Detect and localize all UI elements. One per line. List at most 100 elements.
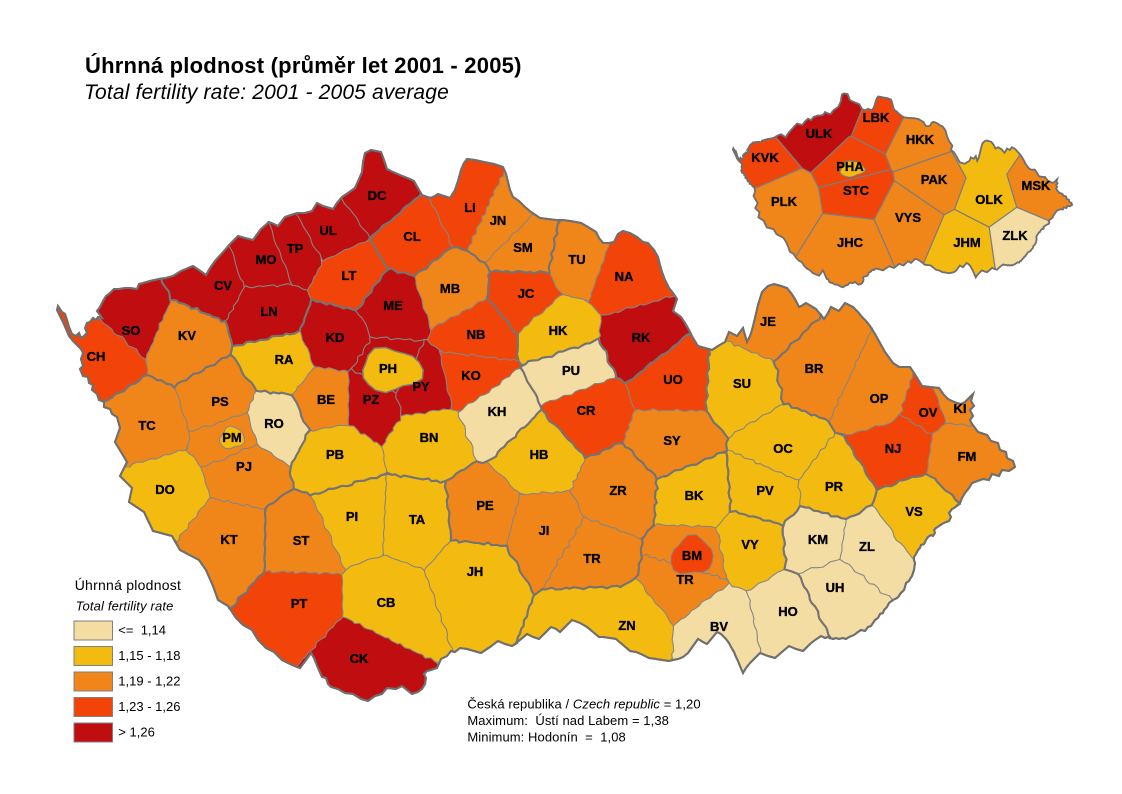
svg-text:Maximum: Ústí nad Labem = 1,3: Maximum: Ústí nad Labem = 1,38: [467, 713, 669, 728]
svg-text:STC: STC: [843, 183, 870, 198]
svg-text:JI: JI: [539, 523, 550, 538]
svg-text:BE: BE: [317, 392, 335, 407]
svg-text:PU: PU: [562, 363, 580, 378]
svg-text:ZN: ZN: [618, 618, 635, 633]
svg-text:1,15 - 1,18: 1,15 - 1,18: [118, 648, 180, 663]
svg-text:1,19 - 1,22: 1,19 - 1,22: [118, 674, 180, 689]
svg-text:1,23 - 1,26: 1,23 - 1,26: [118, 699, 180, 714]
svg-text:TR: TR: [676, 572, 694, 587]
svg-text:Úhrnná plodnost: Úhrnná plodnost: [75, 577, 182, 593]
svg-text:Česká republika / Czech republ: Česká republika / Czech republic = 1,20: [467, 697, 700, 712]
svg-text:VY: VY: [741, 537, 759, 552]
svg-text:PZ: PZ: [363, 392, 380, 407]
svg-text:TR: TR: [583, 551, 601, 566]
svg-text:PAK: PAK: [921, 172, 948, 187]
svg-text:KI: KI: [954, 401, 967, 416]
svg-text:PH: PH: [379, 361, 397, 376]
svg-text:KT: KT: [220, 532, 237, 547]
svg-text:OLK: OLK: [975, 192, 1003, 207]
svg-text:MSK: MSK: [1022, 178, 1052, 193]
svg-text:RK: RK: [632, 330, 651, 345]
svg-text:BN: BN: [420, 430, 439, 445]
svg-text:NJ: NJ: [885, 441, 902, 456]
svg-text:PY: PY: [412, 379, 430, 394]
svg-text:JHM: JHM: [953, 235, 980, 250]
svg-text:LN: LN: [260, 304, 277, 319]
svg-text:NB: NB: [467, 327, 486, 342]
svg-text:CR: CR: [577, 403, 596, 418]
svg-text:KO: KO: [461, 368, 481, 383]
svg-text:TA: TA: [409, 512, 426, 527]
svg-text:CH: CH: [87, 349, 106, 364]
svg-text:LBK: LBK: [863, 110, 890, 125]
svg-text:ME: ME: [383, 298, 403, 313]
svg-text:JE: JE: [760, 314, 776, 329]
svg-text:PHA: PHA: [836, 159, 864, 174]
svg-text:CB: CB: [377, 595, 396, 610]
svg-text:KM: KM: [808, 532, 828, 547]
svg-text:PJ: PJ: [236, 459, 252, 474]
svg-text:JN: JN: [490, 213, 507, 228]
svg-text:BR: BR: [805, 361, 824, 376]
svg-text:HKK: HKK: [906, 132, 935, 147]
svg-text:JC: JC: [518, 286, 535, 301]
svg-text:SU: SU: [733, 376, 751, 391]
svg-text:OC: OC: [773, 441, 793, 456]
svg-text:PR: PR: [825, 479, 844, 494]
svg-text:BK: BK: [685, 488, 704, 503]
svg-text:MB: MB: [440, 281, 460, 296]
svg-text:Minimum: Hodonín = 1,08: Minimum: Hodonín = 1,08: [467, 730, 625, 745]
svg-text:CK: CK: [350, 651, 369, 666]
svg-text:HK: HK: [549, 323, 568, 338]
svg-text:SM: SM: [513, 240, 533, 255]
svg-text:TC: TC: [138, 418, 156, 433]
svg-text:HO: HO: [778, 604, 798, 619]
svg-text:Total fertility rate: 2001 - 2: Total fertility rate: 2001 - 2005 averag…: [84, 81, 449, 104]
svg-text:Úhrnná plodnost (průměr let 20: Úhrnná plodnost (průměr let 2001 - 2005): [85, 53, 522, 78]
svg-text:PS: PS: [211, 394, 229, 409]
svg-text:OV: OV: [919, 405, 938, 420]
svg-text:UO: UO: [663, 372, 683, 387]
svg-text:RO: RO: [264, 416, 284, 431]
svg-text:RA: RA: [275, 352, 294, 367]
svg-text:> 1,26: > 1,26: [118, 725, 155, 740]
svg-text:KV: KV: [178, 328, 196, 343]
svg-text:TP: TP: [287, 241, 304, 256]
svg-text:VS: VS: [905, 504, 923, 519]
svg-text:FM: FM: [958, 449, 977, 464]
svg-text:HB: HB: [530, 447, 549, 462]
svg-text:PT: PT: [291, 596, 308, 611]
svg-text:DO: DO: [155, 482, 175, 497]
svg-text:PE: PE: [476, 498, 494, 513]
svg-text:OP: OP: [870, 391, 889, 406]
svg-text:ZLK: ZLK: [1002, 228, 1028, 243]
svg-text:PI: PI: [346, 509, 358, 524]
svg-text:TU: TU: [568, 252, 585, 267]
svg-text:UL: UL: [319, 223, 336, 238]
svg-text:ZL: ZL: [859, 539, 875, 554]
svg-text:CL: CL: [403, 229, 420, 244]
svg-text:BV: BV: [710, 619, 728, 634]
svg-text:PM: PM: [222, 430, 242, 445]
svg-text:NA: NA: [615, 269, 634, 284]
svg-text:MO: MO: [256, 252, 277, 267]
svg-text:LT: LT: [342, 268, 357, 283]
svg-text:SY: SY: [663, 433, 681, 448]
svg-text:DC: DC: [368, 188, 387, 203]
svg-text:KD: KD: [326, 330, 345, 345]
svg-text:ZR: ZR: [609, 483, 627, 498]
svg-text:JHC: JHC: [837, 235, 864, 250]
svg-text:BM: BM: [682, 548, 702, 563]
svg-text:KVK: KVK: [751, 150, 779, 165]
svg-text:CV: CV: [214, 278, 232, 293]
svg-text:Total fertility rate: Total fertility rate: [76, 599, 174, 614]
svg-text:PB: PB: [326, 447, 344, 462]
svg-text:LI: LI: [464, 200, 476, 215]
svg-text:ULK: ULK: [806, 126, 833, 141]
svg-text:ST: ST: [293, 533, 310, 548]
svg-text:SO: SO: [122, 323, 141, 338]
svg-text:VYS: VYS: [895, 210, 921, 225]
svg-text:KH: KH: [488, 404, 507, 419]
svg-text:UH: UH: [826, 580, 845, 595]
svg-text:PLK: PLK: [771, 194, 798, 209]
